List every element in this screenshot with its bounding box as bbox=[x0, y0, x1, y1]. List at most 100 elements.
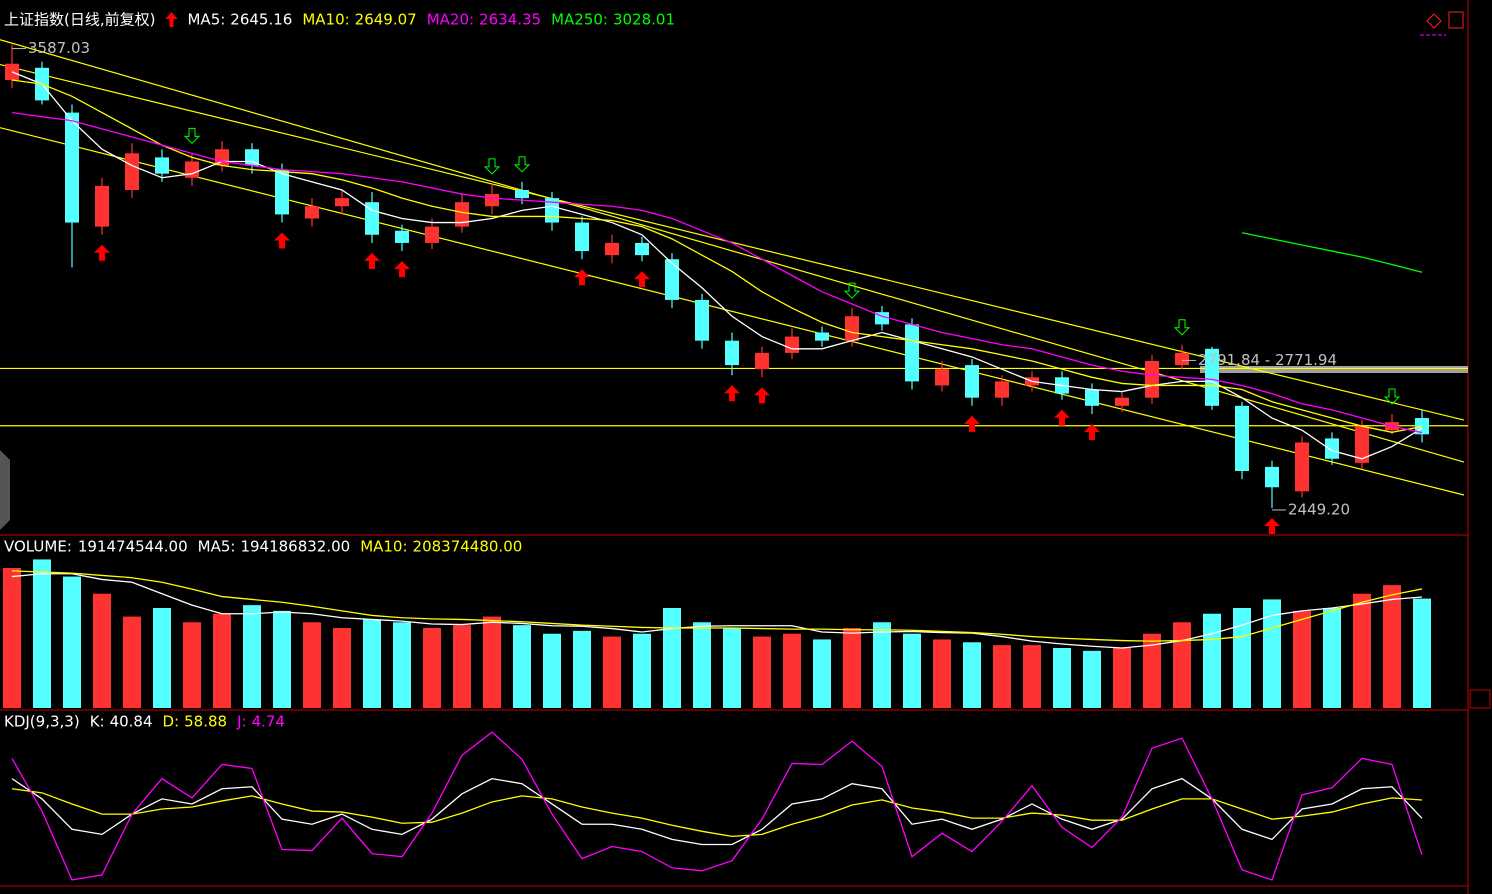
candle-body bbox=[935, 369, 949, 386]
series-line bbox=[11, 111, 1423, 434]
candle-body bbox=[575, 222, 589, 252]
candle-body bbox=[455, 202, 469, 227]
window-button[interactable] bbox=[1448, 11, 1464, 29]
candle-body bbox=[275, 169, 289, 215]
buy-arrow bbox=[94, 244, 110, 261]
candle-body bbox=[965, 365, 979, 398]
volume-bar bbox=[243, 605, 261, 708]
sell-arrow bbox=[843, 282, 861, 299]
volume-bar bbox=[63, 576, 81, 708]
volume-bar bbox=[873, 622, 891, 708]
legend-text: 2634.35 bbox=[479, 11, 541, 29]
series-line bbox=[11, 570, 1423, 642]
candle-body bbox=[425, 226, 439, 243]
candle-body bbox=[725, 340, 739, 366]
volume-bar bbox=[303, 622, 321, 708]
volume-bar bbox=[813, 639, 831, 708]
candle-body bbox=[395, 230, 409, 243]
legend-arrow bbox=[165, 12, 178, 27]
volume-bar bbox=[573, 630, 591, 708]
candle-body bbox=[1265, 466, 1279, 488]
candle-body bbox=[155, 157, 169, 174]
trend-line bbox=[0, 127, 1465, 496]
volume-bar bbox=[483, 616, 501, 708]
side-tab[interactable] bbox=[0, 450, 10, 530]
legend-text: MA10: bbox=[360, 538, 407, 556]
diamond-button[interactable] bbox=[1426, 13, 1442, 29]
candle-body bbox=[785, 336, 799, 353]
candle-body bbox=[125, 153, 139, 190]
legend-text: MA20: bbox=[427, 11, 474, 29]
buy-arrow bbox=[754, 387, 770, 404]
legend-text: MA250: bbox=[551, 11, 608, 29]
candle-body bbox=[1085, 389, 1099, 406]
volume-bar bbox=[1143, 633, 1161, 708]
volume-bar bbox=[1323, 608, 1341, 708]
series-line bbox=[11, 777, 1423, 846]
buy-arrow bbox=[964, 415, 980, 432]
candle-body bbox=[95, 185, 109, 227]
candle-body bbox=[1175, 352, 1189, 366]
buy-arrow bbox=[634, 271, 650, 288]
candle-body bbox=[65, 112, 79, 223]
volume-bar bbox=[183, 622, 201, 708]
annotation: 2791.84 - 2771.94 bbox=[1198, 351, 1337, 369]
volume-bar bbox=[1113, 648, 1131, 708]
legend-text: 4.74 bbox=[252, 713, 285, 731]
buy-arrow bbox=[1084, 423, 1100, 440]
volume-bar bbox=[963, 642, 981, 708]
candle-body bbox=[1325, 438, 1339, 459]
sell-arrow bbox=[183, 127, 201, 145]
buy-arrow bbox=[274, 232, 290, 249]
legend-text: 2649.07 bbox=[355, 11, 417, 29]
volume-bar bbox=[543, 633, 561, 708]
legend-text: 40.84 bbox=[110, 713, 153, 731]
series-line bbox=[11, 731, 1423, 881]
volume-bar bbox=[663, 608, 681, 708]
legend-text: MA5: bbox=[198, 538, 236, 556]
candle-body bbox=[1205, 348, 1219, 406]
candle-body bbox=[1145, 361, 1159, 398]
volume-bar bbox=[1083, 650, 1101, 708]
candle-body bbox=[635, 242, 649, 256]
volume-bar bbox=[1173, 622, 1191, 708]
volume-bar bbox=[213, 613, 231, 708]
buy-arrow bbox=[364, 252, 380, 269]
legend-text: VOLUME: bbox=[4, 538, 72, 556]
series-line bbox=[11, 79, 1423, 433]
legend-text: J: bbox=[236, 713, 246, 731]
legend-text: 2645.16 bbox=[230, 11, 292, 29]
legend-text: 3028.01 bbox=[613, 11, 675, 29]
volume-bar bbox=[393, 622, 411, 708]
candle-body bbox=[365, 202, 379, 235]
buy-arrow bbox=[574, 269, 590, 286]
volume-bar bbox=[1203, 613, 1221, 708]
volume-bar bbox=[603, 636, 621, 708]
sell-arrow bbox=[1173, 319, 1191, 336]
volume-bar bbox=[633, 633, 651, 708]
candle-body bbox=[305, 206, 319, 219]
legend-text: MA5: bbox=[187, 11, 225, 29]
candle-body bbox=[905, 324, 919, 382]
candle-body bbox=[1235, 405, 1249, 471]
candle-body bbox=[1115, 397, 1129, 406]
series-line bbox=[11, 573, 1423, 649]
legend-text: 194186832.00 bbox=[240, 538, 350, 556]
volume-bar bbox=[153, 608, 171, 708]
series-line bbox=[11, 788, 1423, 838]
volume-bar bbox=[1053, 648, 1071, 708]
candle-body bbox=[845, 316, 859, 341]
candle-body bbox=[485, 194, 499, 207]
volume-bar bbox=[843, 628, 861, 708]
volume-bar bbox=[363, 619, 381, 708]
volume-bar bbox=[273, 610, 291, 708]
volume-bar bbox=[333, 628, 351, 708]
sell-arrow bbox=[1383, 388, 1401, 405]
axis-button[interactable] bbox=[1469, 689, 1491, 709]
volume-bar bbox=[93, 593, 111, 708]
volume-bar bbox=[903, 633, 921, 708]
candle-body bbox=[995, 381, 1009, 398]
series-line bbox=[1241, 232, 1423, 273]
